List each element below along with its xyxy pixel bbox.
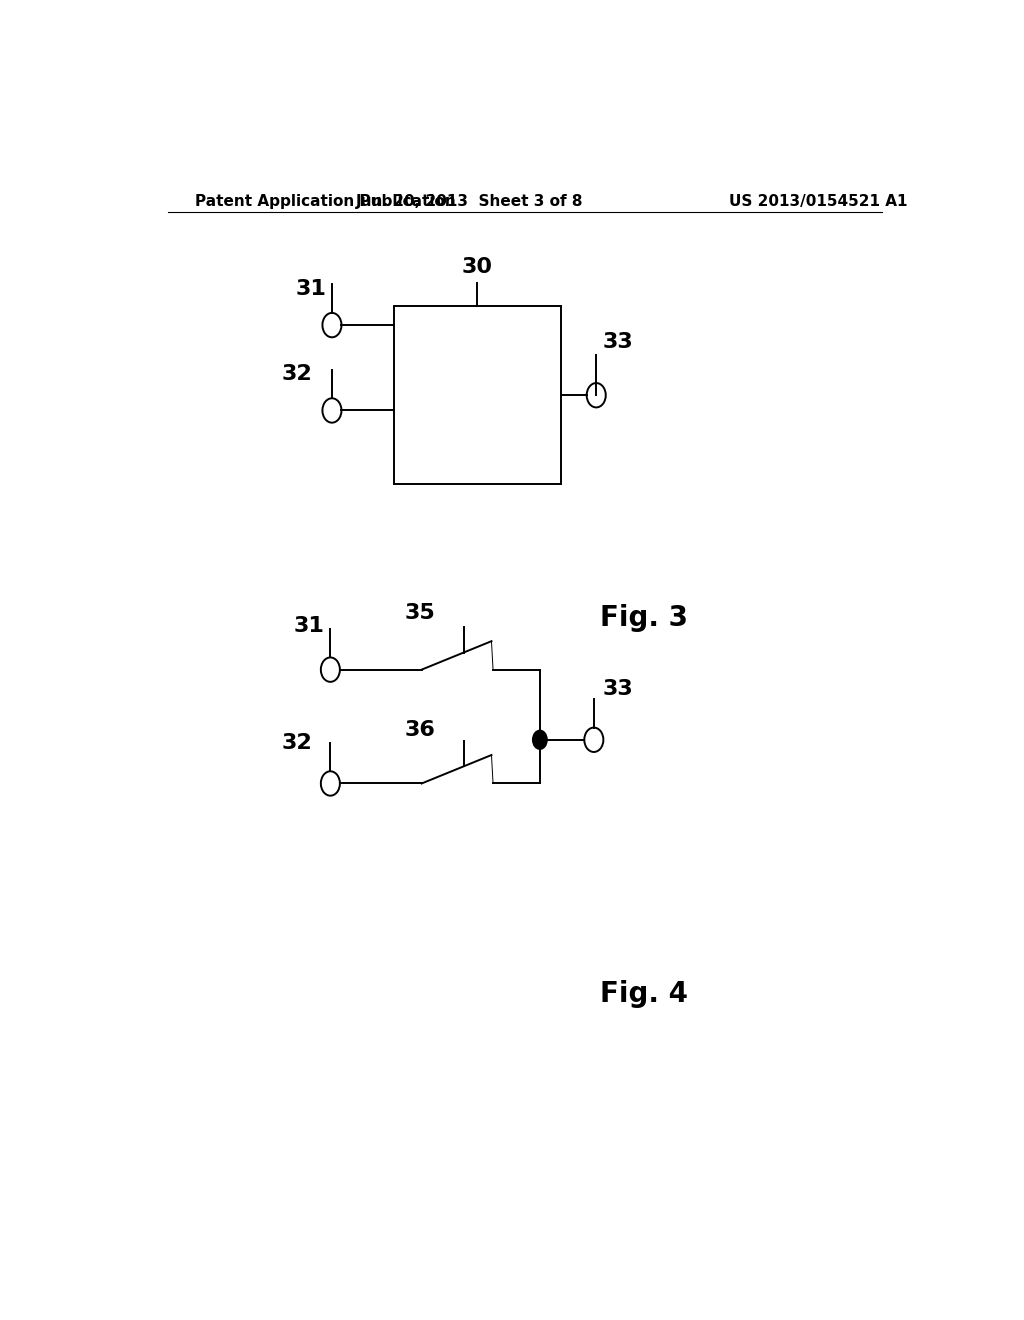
Text: 33: 33 bbox=[602, 678, 633, 700]
Text: Fig. 4: Fig. 4 bbox=[600, 979, 688, 1008]
Text: 35: 35 bbox=[404, 603, 435, 623]
Text: 30: 30 bbox=[462, 257, 493, 277]
Text: 31: 31 bbox=[295, 279, 326, 298]
Circle shape bbox=[531, 730, 548, 750]
Text: Patent Application Publication: Patent Application Publication bbox=[196, 194, 457, 209]
Text: 32: 32 bbox=[282, 364, 312, 384]
Text: US 2013/0154521 A1: US 2013/0154521 A1 bbox=[729, 194, 907, 209]
Text: 36: 36 bbox=[404, 719, 435, 739]
Text: 33: 33 bbox=[602, 331, 633, 351]
Bar bbox=[394, 306, 560, 483]
Text: 32: 32 bbox=[282, 733, 312, 752]
Text: 31: 31 bbox=[294, 616, 325, 636]
Text: Fig. 3: Fig. 3 bbox=[600, 603, 688, 632]
Text: Jun. 20, 2013  Sheet 3 of 8: Jun. 20, 2013 Sheet 3 of 8 bbox=[355, 194, 583, 209]
